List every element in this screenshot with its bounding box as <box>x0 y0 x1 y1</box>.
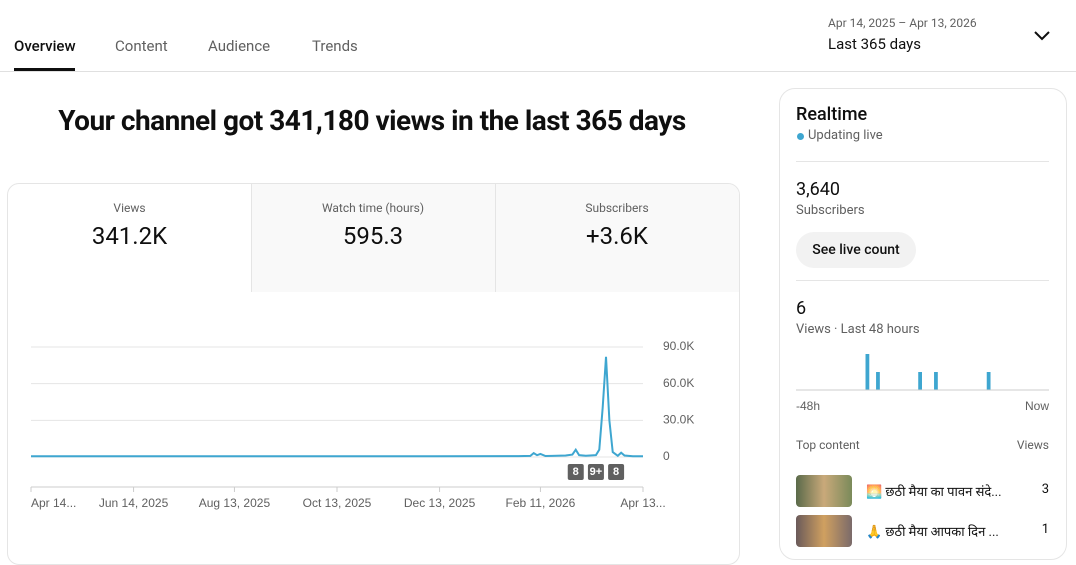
bar <box>986 372 991 390</box>
content-title[interactable]: 🙏 छठी मैया आपका दिन ... <box>866 525 999 540</box>
end-label: Now <box>1025 399 1049 413</box>
realtime-title: Realtime <box>796 104 868 125</box>
tab[interactable]: Content <box>115 37 168 55</box>
metric-value: 595.3 <box>342 222 404 250</box>
subscriber-label: Subscribers <box>796 203 865 218</box>
metric-value: +3.6K <box>586 222 648 250</box>
subscriber-count: 3,640 <box>796 179 841 200</box>
tab[interactable]: Trends <box>312 37 358 55</box>
metric-label[interactable]: Watch time (hours) <box>321 201 425 215</box>
live-count-button[interactable]: See live count <box>796 232 916 268</box>
annotation-label: 8 <box>573 466 579 478</box>
thumbnail[interactable] <box>796 475 852 507</box>
content-views: 1 <box>1041 522 1049 537</box>
header-border <box>0 71 1076 72</box>
metric-label[interactable]: Subscribers <box>585 201 649 215</box>
tab[interactable]: Overview <box>14 37 76 55</box>
thumbnail[interactable] <box>796 515 852 547</box>
tab-underline <box>14 68 75 71</box>
annotation-label: 9+ <box>590 466 603 478</box>
annotation-marker <box>608 464 625 480</box>
divider <box>251 184 252 292</box>
date-range: Apr 14, 2025 – Apr 13, 2026 <box>828 16 977 30</box>
content-views: 3 <box>1041 482 1049 497</box>
x-tick-label: Dec 13, 2025 <box>404 496 476 510</box>
line <box>31 356 643 458</box>
metric-label[interactable]: Views <box>113 201 146 215</box>
annotation-label: 8 <box>613 466 619 478</box>
tab[interactable]: Audience <box>208 37 271 55</box>
divider <box>796 280 1049 281</box>
realtime-chart: -48h Now <box>796 354 1049 413</box>
x-tick-label: Oct 13, 2025 <box>303 496 372 510</box>
bar <box>876 372 880 390</box>
bar <box>918 372 922 390</box>
views-chart: 0 30.0K 60.0K 90.0K Apr 14... Jun 14, 2025 Aug… <box>30 339 694 510</box>
metric-value: 341.2K <box>91 222 168 250</box>
x-tick-label: Aug 13, 2025 <box>199 496 271 510</box>
content-title[interactable]: 🌅 छठी मैया का पावन संदे... <box>866 485 1002 500</box>
annotation-marker <box>567 464 584 480</box>
y-tick-label: 30.0K <box>663 413 694 427</box>
y-tick-label: 90.0K <box>663 339 694 353</box>
y-tick-label: 60.0K <box>663 376 694 390</box>
x-tick-label: Apr 13... <box>620 496 665 510</box>
status: Updating live <box>808 128 883 143</box>
start-label: -48h <box>796 399 820 413</box>
y-tick-label: 0 <box>663 449 670 463</box>
bar <box>934 372 938 390</box>
top-content-label: Top content <box>796 438 860 452</box>
views-label: Views · Last 48 hours <box>796 322 920 337</box>
page: Overview Content Audience Trends Apr 14,… <box>0 16 1076 565</box>
x-tick-label: Jun 14, 2025 <box>99 496 169 510</box>
annotation-marker <box>587 464 604 480</box>
date-label[interactable]: Last 365 days <box>828 35 921 53</box>
x-tick-label: Apr 14... <box>31 496 76 510</box>
live-dot <box>797 133 804 140</box>
divider <box>495 184 496 292</box>
x-tick-label: Feb 11, 2026 <box>506 496 576 510</box>
bar <box>865 354 870 390</box>
views-header: Views <box>1016 438 1049 452</box>
divider <box>796 161 1049 162</box>
headline: Your channel got 341,180 views in the la… <box>58 104 686 137</box>
chevron[interactable] <box>1032 28 1052 44</box>
views-count: 6 <box>796 298 807 319</box>
